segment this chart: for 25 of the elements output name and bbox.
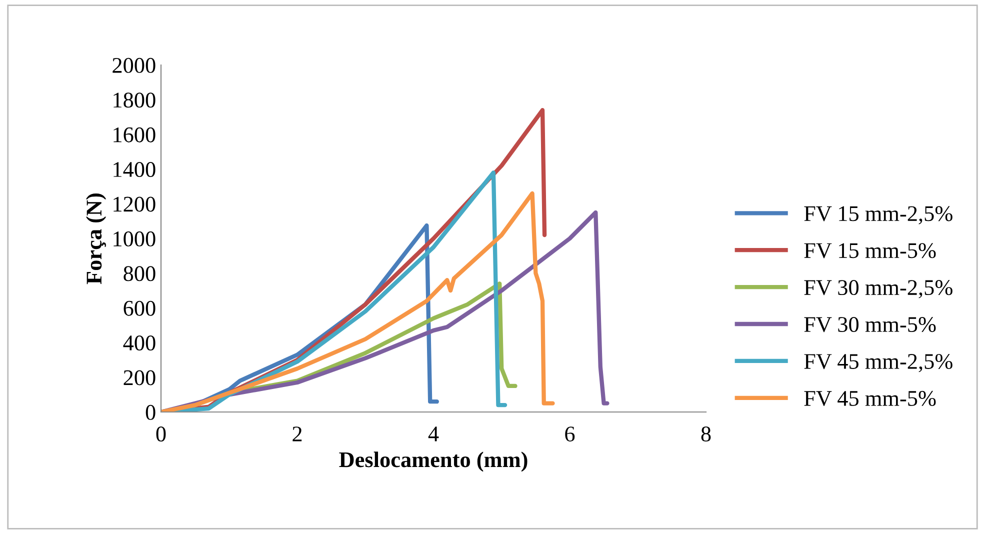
y-tick-label: 600 [124,300,156,316]
x-axis-title: Deslocamento (mm) [339,452,528,472]
y-tick-label: 200 [124,370,156,386]
y-tick-label: 2000 [112,58,156,73]
legend-label: FV 15 mm-2,5% [804,206,952,224]
legend-label: FV 45 mm-2,5% [804,354,952,372]
x-tick-label: 6 [565,426,575,442]
legend-label: FV 15 mm-5% [804,243,936,258]
y-tick-label: 0 [146,404,156,420]
y-tick-label: 1000 [114,231,156,246]
x-tick-label: 0 [156,426,166,442]
x-tick-label: 2 [292,426,302,442]
legend-label: FV 30 mm-2,5% [804,280,952,298]
y-axis-title: Força (N) [86,194,106,284]
y-tick-label: 1600 [114,127,156,142]
legend-label: FV 30 mm-5% [804,317,936,332]
x-tick-label: 8 [701,426,711,442]
x-tick-label: 4 [428,426,439,442]
y-tick-label: 1800 [114,92,156,108]
y-tick-label: 1200 [114,196,156,212]
legend-label: FV 45 mm-5% [804,390,936,406]
y-tick-label: 400 [123,336,156,351]
y-tick-label: 1400 [114,162,156,178]
y-tick-label: 800 [124,266,156,282]
line-series [161,191,555,412]
